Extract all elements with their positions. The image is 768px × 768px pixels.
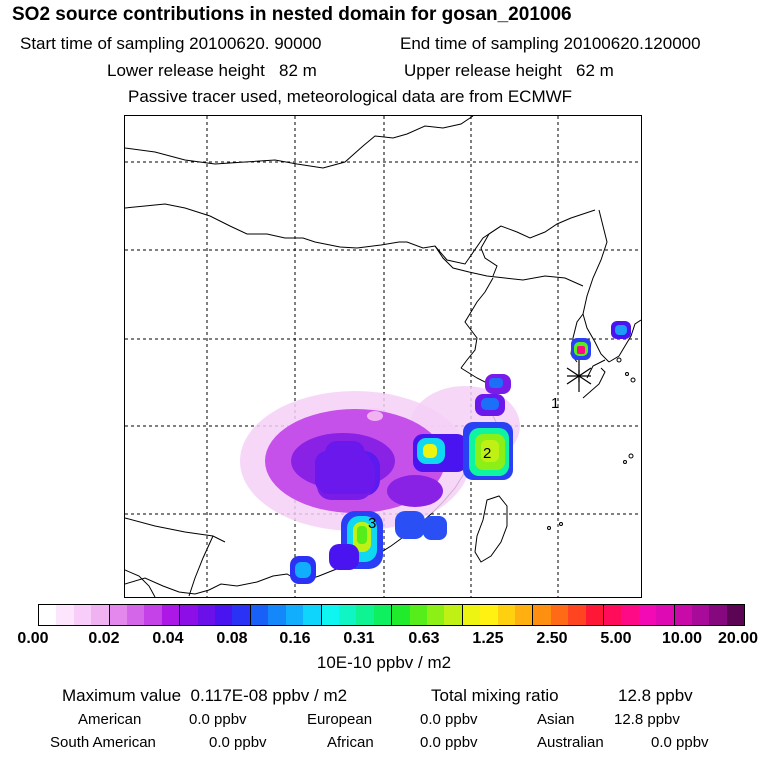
colorbar-swatch [373, 605, 393, 625]
start-time: Start time of sampling 20100620. 90000 [20, 34, 322, 54]
start-time-value: 20100620. 90000 [189, 34, 322, 53]
colorbar-tick: 0.31 [343, 630, 375, 647]
lat-lon-grid [125, 116, 641, 597]
concentration-field [240, 321, 631, 584]
colorbar-swatch [462, 605, 481, 625]
colorbar-tick: 10.00 [661, 630, 703, 647]
colorbar-tick: 0.63 [408, 630, 440, 647]
colorbar-swatch [392, 605, 410, 625]
colorbar-swatch [127, 605, 145, 625]
region-value: 0.0 ppbv [189, 711, 247, 728]
colorbar-swatch [109, 605, 128, 625]
end-time-label: End time of sampling [400, 34, 559, 53]
colorbar-swatch [356, 605, 374, 625]
colorbar-tick: 5.00 [600, 630, 632, 647]
colorbar-tick: 0.16 [279, 630, 311, 647]
colorbar-swatch [674, 605, 693, 625]
colorbar-tick: 0.00 [17, 630, 49, 647]
region-value: 0.0 ppbv [420, 734, 478, 751]
colorbar-swatch [73, 605, 92, 625]
colorbar-swatch [232, 605, 251, 625]
colorbar-swatch [409, 605, 427, 625]
region-value: 0.0 ppbv [651, 734, 709, 751]
colorbar-tick: 1.25 [472, 630, 504, 647]
region-value: 0.0 ppbv [420, 711, 478, 728]
source-label-2: 2 [483, 445, 491, 462]
region-name: American [78, 711, 142, 728]
colorbar-swatch [268, 605, 286, 625]
region-value: 12.8 ppbv [614, 711, 680, 728]
lower-height-value: 82 m [279, 61, 317, 80]
upper-release-height: Upper release height 62 m [404, 61, 614, 81]
colorbar-swatch [180, 605, 198, 625]
region-value: 0.0 ppbv [209, 734, 267, 751]
colorbar-swatch [550, 605, 569, 625]
map-panel: 1 2 3 [124, 115, 642, 598]
colorbar-tick: 0.02 [88, 630, 120, 647]
colorbar-swatch [56, 605, 74, 625]
upper-height-label: Upper release height [404, 61, 562, 80]
colorbar-swatch [197, 605, 216, 625]
total-mixing-value: 12.8 ppbv [618, 686, 693, 705]
tracer-note: Passive tracer used, meteorological data… [128, 87, 573, 106]
colorbar-swatch [144, 605, 162, 625]
colorbar-tick: 2.50 [536, 630, 568, 647]
colorbar [38, 604, 745, 626]
colorbar-swatch [585, 605, 604, 625]
map-svg: 1 2 3 [125, 116, 641, 597]
colorbar-swatch [621, 605, 639, 625]
plot-title: SO2 source contributions in nested domai… [12, 4, 572, 25]
colorbar-swatch [533, 605, 551, 625]
region-name: South American [50, 734, 156, 751]
colorbar-swatch [285, 605, 304, 625]
colorbar-tick: 0.08 [216, 630, 248, 647]
colorbar-swatch [250, 605, 269, 625]
lower-height-label: Lower release height [107, 61, 265, 80]
total-mixing-ratio: Total mixing ratio [431, 686, 559, 706]
end-time: End time of sampling 20100620.120000 [400, 34, 701, 54]
region-name: Asian [537, 711, 575, 728]
colorbar-swatch [604, 605, 622, 625]
total-mixing-label: Total mixing ratio [431, 686, 559, 705]
max-value: Maximum value 0.117E-08 ppbv / m2 [62, 686, 347, 706]
colorbar-swatch [726, 605, 745, 625]
colorbar-units: 10E-10 ppbv / m2 [316, 653, 452, 672]
region-name: Australian [537, 734, 604, 751]
colorbar-swatch [568, 605, 586, 625]
colorbar-swatch [692, 605, 710, 625]
colorbar-swatch [709, 605, 727, 625]
colorbar-swatch [656, 605, 675, 625]
colorbar-swatch [638, 605, 657, 625]
max-value-label: Maximum value [62, 686, 182, 705]
end-time-value: 20100620.120000 [563, 34, 701, 53]
colorbar-swatch [444, 605, 463, 625]
lower-release-height: Lower release height 82 m [107, 61, 317, 81]
max-value-value: 0.117E-08 ppbv / m2 [190, 686, 348, 705]
region-name: African [327, 734, 374, 751]
colorbar-tick: 20.00 [717, 630, 759, 647]
colorbar-swatch [338, 605, 357, 625]
region-name: European [307, 711, 373, 728]
colorbar-swatch [514, 605, 534, 625]
receptor-star-icon [566, 360, 592, 392]
upper-height-value: 62 m [576, 61, 614, 80]
colorbar-swatch [426, 605, 445, 625]
colorbar-swatch [39, 605, 57, 625]
colorbar-swatch [161, 605, 181, 625]
colorbar-swatch [321, 605, 339, 625]
start-time-label: Start time of sampling [20, 34, 185, 53]
colorbar-tick: 0.04 [152, 630, 184, 647]
source-label-1: 1 [551, 395, 559, 412]
colorbar-swatch [303, 605, 322, 625]
colorbar-swatch [215, 605, 233, 625]
source-label-3: 3 [368, 515, 376, 532]
colorbar-swatch [480, 605, 498, 625]
colorbar-swatch [497, 605, 515, 625]
colorbar-swatch [91, 605, 110, 625]
